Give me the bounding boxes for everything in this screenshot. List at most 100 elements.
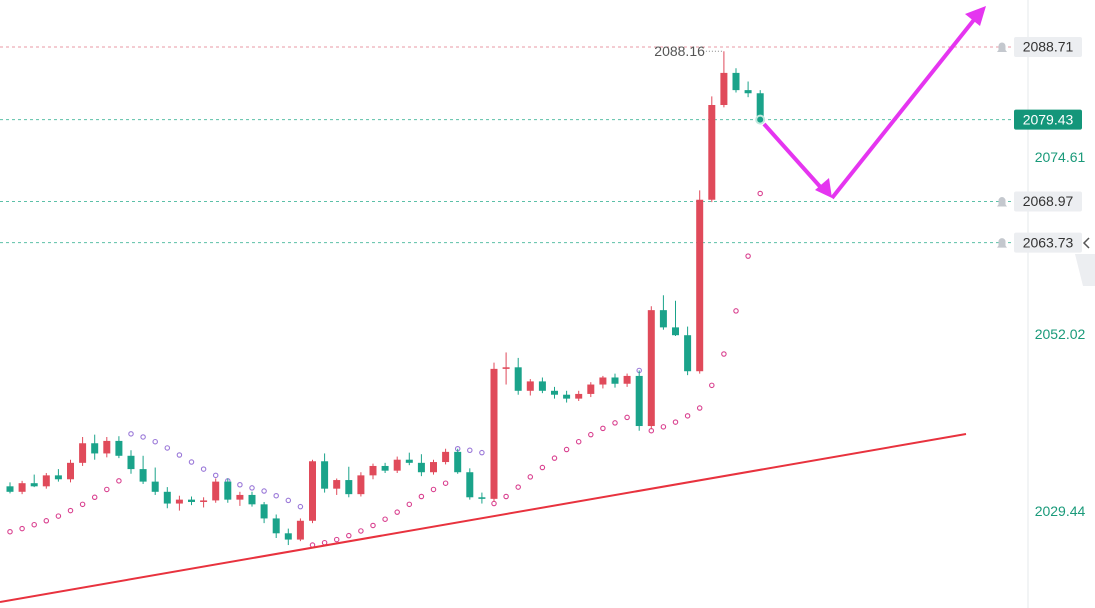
candle-body xyxy=(393,459,401,471)
sar-dot xyxy=(237,482,243,488)
candle-body xyxy=(284,533,292,540)
sar-dot xyxy=(394,509,400,515)
candle-body xyxy=(490,368,498,499)
candle-body xyxy=(18,483,26,492)
sar-dot xyxy=(104,486,110,493)
sar-dot xyxy=(67,507,74,514)
candle-body xyxy=(647,310,655,427)
candle-body xyxy=(478,497,486,499)
sar-dot xyxy=(358,528,364,534)
candle-body xyxy=(139,469,147,482)
sar-dot xyxy=(479,449,485,456)
sar-dot xyxy=(430,486,437,493)
alert-bell xyxy=(997,197,1007,207)
candle-body xyxy=(502,367,510,369)
candle-body xyxy=(248,494,256,505)
sar-dot xyxy=(491,500,497,507)
candle-body xyxy=(696,199,704,372)
candle-body xyxy=(151,481,159,492)
sar-dot xyxy=(31,521,37,528)
sar-dot xyxy=(285,497,292,504)
candle-body xyxy=(575,393,583,399)
candle-body xyxy=(623,375,631,384)
sar-dot xyxy=(188,459,195,465)
side-tab[interactable] xyxy=(1075,254,1095,286)
candle-body xyxy=(321,461,329,489)
candle-body xyxy=(224,481,232,500)
price-label: 2079.43 xyxy=(1023,111,1074,127)
y-tick-label: 2029.44 xyxy=(1035,503,1086,519)
sar-dot xyxy=(660,424,667,430)
sar-dot xyxy=(164,445,171,451)
sar-dot xyxy=(43,518,50,524)
arrow-head xyxy=(965,6,986,26)
candle-body xyxy=(42,475,50,487)
arrow-segment xyxy=(762,122,826,193)
sar-dot xyxy=(503,493,509,500)
candle-body xyxy=(188,499,195,502)
sar-dot xyxy=(19,525,25,532)
sar-dot xyxy=(612,420,618,426)
sar-dot xyxy=(539,464,546,471)
candle-body xyxy=(115,440,123,456)
sar-dot xyxy=(140,434,146,440)
sar-dot xyxy=(418,493,425,500)
candle-body xyxy=(333,480,341,489)
candle-body xyxy=(381,465,389,471)
price-label-box xyxy=(1014,232,1082,253)
candle-body xyxy=(538,381,546,391)
candle-body xyxy=(454,451,462,473)
candle-body xyxy=(272,518,280,534)
candle-body xyxy=(260,504,268,519)
sar-dot xyxy=(672,419,679,425)
sar-dot xyxy=(200,466,207,472)
plot-area: 2088.16 xyxy=(0,43,1012,548)
candle-body xyxy=(67,462,74,480)
candle-body xyxy=(309,461,316,521)
sar-dot xyxy=(757,190,763,197)
candle-body xyxy=(684,335,692,372)
candle-body xyxy=(732,72,740,91)
sar-dot xyxy=(575,438,582,445)
sar-dot xyxy=(588,431,594,438)
sar-dot xyxy=(176,452,183,458)
candle-body xyxy=(430,462,437,473)
collapse-button[interactable] xyxy=(1082,237,1090,249)
sar-dot xyxy=(116,478,122,484)
candle-body xyxy=(442,451,450,463)
candle-body xyxy=(551,390,558,395)
sar-dot xyxy=(745,253,751,259)
candle-body xyxy=(345,480,353,495)
candle-body xyxy=(357,475,365,495)
sar-dot xyxy=(709,382,715,389)
candle-body xyxy=(587,384,595,394)
sar-dot xyxy=(297,503,304,510)
sar-dot xyxy=(515,484,521,490)
candle-body xyxy=(466,472,474,498)
sar-dot xyxy=(91,494,98,501)
sar-dot xyxy=(79,501,86,508)
candle-body xyxy=(659,310,667,328)
sar-dot xyxy=(321,539,328,546)
sar-dot xyxy=(406,501,413,508)
candle-body xyxy=(296,520,304,540)
candle-body xyxy=(79,443,87,463)
candle-body xyxy=(91,443,99,454)
candle-body xyxy=(672,327,679,336)
last-price-dot xyxy=(755,114,766,125)
sar-dot xyxy=(563,446,570,453)
candle-body xyxy=(200,500,208,502)
price-label: 2063.73 xyxy=(1023,234,1074,250)
trend-line xyxy=(0,433,967,603)
candle-body xyxy=(369,465,377,476)
price-label-box xyxy=(1014,109,1082,130)
sar-dot xyxy=(333,536,340,543)
candle-body xyxy=(417,462,425,473)
sar-dot xyxy=(527,474,534,480)
candle-body xyxy=(563,394,571,399)
price-label: 2068.97 xyxy=(1023,193,1074,209)
price-label-box xyxy=(1014,36,1082,57)
sar-dot xyxy=(261,488,267,494)
